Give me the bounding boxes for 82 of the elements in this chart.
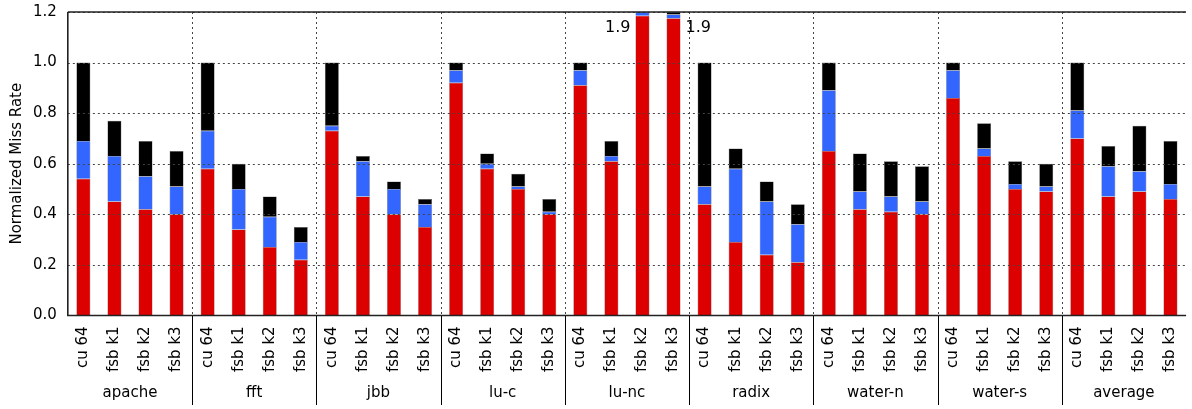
x-tick-label: fsb k1 xyxy=(725,326,744,373)
x-tick-label: fsb k3 xyxy=(663,326,682,373)
text: apache xyxy=(102,382,158,401)
x-tick-label: fsb k3 xyxy=(414,326,433,373)
bar xyxy=(449,62,464,71)
text: radix xyxy=(732,382,771,401)
x-tick-label: fsb k3 xyxy=(1160,326,1179,373)
x-tick-label: fsb k3 xyxy=(1036,326,1055,373)
x-tick-label: fsb k1 xyxy=(849,326,868,373)
x-tick-label: fsb k3 xyxy=(290,326,309,373)
text: lu-nc xyxy=(608,382,646,401)
y-tick-label: 1.0 xyxy=(33,52,57,71)
bar xyxy=(697,62,712,187)
x-tick-label: fsb k3 xyxy=(787,326,806,373)
bar xyxy=(1008,161,1023,184)
bar xyxy=(138,140,153,177)
y-tick-label: 0.8 xyxy=(33,103,57,122)
x-tick-label: fsb k2 xyxy=(1005,326,1024,373)
bar xyxy=(1039,163,1054,187)
text: water-n xyxy=(847,382,904,401)
x-tick-label: fsb k1 xyxy=(974,326,992,373)
y-axis-title: Normalized Miss Rate xyxy=(6,82,25,245)
bar xyxy=(76,62,91,141)
y-tick-label: 0.0 xyxy=(33,305,57,324)
x-tick-label: fsb k1 xyxy=(477,326,496,373)
bar xyxy=(852,153,867,192)
x-tick-label: fsb k2 xyxy=(756,326,775,373)
bar xyxy=(977,123,992,149)
y-tick-label: 0.4 xyxy=(33,204,57,223)
x-tick-label: fsb k2 xyxy=(383,326,402,373)
x-tick-label: fsb k2 xyxy=(632,326,651,373)
text: lu-c xyxy=(489,382,517,401)
bar xyxy=(759,181,774,202)
text: water-s xyxy=(972,382,1028,401)
bar xyxy=(231,163,246,189)
bar xyxy=(1101,146,1116,167)
bar xyxy=(200,62,215,131)
x-tick-label: fsb k2 xyxy=(880,326,899,373)
x-tick-label: cu 64 xyxy=(942,326,961,368)
x-tick-label: cu 64 xyxy=(321,326,340,368)
annotation: 1.9 xyxy=(605,17,631,37)
x-tick-label: cu 64 xyxy=(1067,326,1086,368)
x-tick-label: fsb k1 xyxy=(352,326,371,373)
x-tick-label: cu 64 xyxy=(73,326,92,368)
text: average xyxy=(1093,382,1155,401)
x-tick-label: fsb k3 xyxy=(539,326,558,373)
x-tick-label: fsb k1 xyxy=(228,326,247,373)
x-tick-label: fsb k1 xyxy=(601,326,620,373)
x-tick-label: fsb k2 xyxy=(135,326,154,373)
bar xyxy=(1132,125,1147,172)
x-tick-label: cu 64 xyxy=(818,326,837,368)
x-tick-label: fsb k2 xyxy=(508,326,527,373)
x-tick-label: fsb k3 xyxy=(911,326,930,373)
x-tick-label: cu 64 xyxy=(445,326,464,368)
bar xyxy=(915,166,929,202)
x-tick-label: cu 64 xyxy=(570,326,589,368)
bar xyxy=(821,62,836,91)
text: fft xyxy=(246,382,263,401)
y-tick-label: 0.2 xyxy=(33,254,57,273)
y-tick-label: 1.2 xyxy=(33,1,57,20)
y-tick-label: 0.6 xyxy=(33,153,57,172)
bar xyxy=(728,148,743,169)
bar xyxy=(107,120,122,157)
bar xyxy=(1070,62,1085,111)
bar xyxy=(946,62,961,71)
annotation: 1.9 xyxy=(685,17,711,37)
x-tick-label: cu 64 xyxy=(197,326,216,368)
x-tick-label: cu 64 xyxy=(694,326,713,368)
text: jbb xyxy=(365,382,391,401)
bar xyxy=(386,181,401,189)
x-tick-label: fsb k2 xyxy=(259,326,278,373)
bar xyxy=(1163,140,1178,184)
x-tick-label: fsb k2 xyxy=(1129,326,1148,373)
x-tick-label: fsb k3 xyxy=(166,326,185,373)
bar xyxy=(883,161,898,197)
bar xyxy=(262,196,277,217)
bar xyxy=(169,151,184,187)
x-tick-label: fsb k1 xyxy=(104,326,123,373)
x-tick-label: fsb k1 xyxy=(1098,326,1117,373)
bar xyxy=(573,62,588,71)
bar xyxy=(324,62,339,126)
bar xyxy=(790,204,805,225)
